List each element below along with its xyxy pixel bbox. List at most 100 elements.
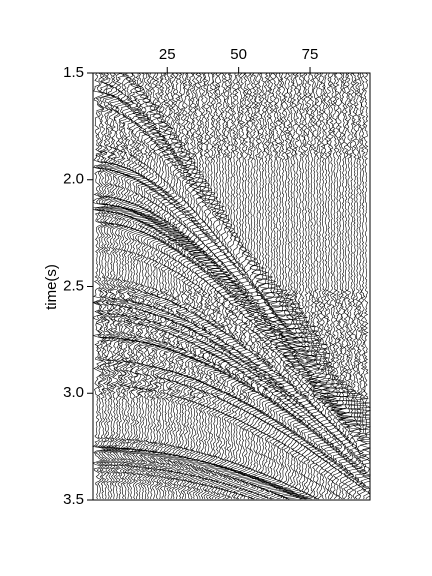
x-tick-label: 25 [159, 46, 176, 63]
wiggle-trace [173, 72, 191, 500]
wiggle-trace [211, 72, 231, 500]
wiggle-trace [356, 72, 371, 500]
wiggle-trace [98, 72, 117, 500]
wiggle-trace [326, 72, 371, 500]
wiggle-texture [92, 72, 372, 500]
wiggle-trace [313, 72, 356, 500]
wiggle-trace [113, 72, 130, 500]
wiggle-trace [139, 72, 157, 500]
wiggle-trace [144, 72, 163, 500]
wiggle-trace [353, 72, 371, 500]
wiggle-trace [322, 72, 369, 500]
y-tick-label: 1.5 [63, 64, 84, 81]
wiggle-trace [249, 72, 273, 500]
wiggle-trace [308, 72, 334, 500]
wiggle-trace [336, 72, 371, 500]
wiggle-trace [163, 72, 182, 500]
wiggle-trace [346, 72, 371, 500]
wiggle-trace [168, 72, 189, 500]
wiggle-trace [285, 72, 322, 500]
wiggle-trace [235, 72, 252, 500]
wiggle-trace [217, 72, 236, 500]
wiggle-trace [241, 72, 261, 500]
wiggle-trace [152, 72, 170, 500]
wiggle-trace [127, 72, 145, 500]
wiggle-trace [177, 72, 197, 500]
wiggle-trace [214, 72, 233, 500]
x-tick-label: 75 [302, 46, 319, 63]
wiggle-trace [269, 72, 305, 500]
wiggle-trace [147, 72, 166, 500]
wiggle-trace [189, 72, 208, 500]
wiggle-trace [274, 72, 308, 500]
wiggle-trace [174, 72, 194, 500]
wiggle-trace [331, 72, 372, 500]
wiggle-trace [285, 72, 320, 500]
wiggle-trace [133, 72, 151, 500]
wiggle-trace [247, 72, 269, 500]
wiggle-trace [289, 72, 328, 500]
wiggle-trace [125, 72, 143, 500]
wiggle-trace [141, 72, 159, 500]
y-tick-label: 3.0 [63, 384, 84, 401]
wiggle-trace [101, 72, 119, 500]
wiggle-trace [154, 72, 174, 500]
wiggle-trace [306, 72, 333, 500]
wiggle-trace [277, 72, 311, 500]
wiggle-trace [197, 72, 217, 500]
wiggle-trace [122, 72, 139, 500]
wiggle-trace [105, 72, 122, 500]
wiggle-trace [221, 72, 239, 500]
wiggle-trace [344, 72, 371, 500]
x-tick-label: 50 [230, 46, 247, 63]
wiggle-trace [206, 72, 225, 500]
wiggle-trace [135, 72, 154, 500]
wiggle-trace [312, 72, 344, 500]
y-tick-label: 2.0 [63, 171, 84, 188]
wiggle-trace [329, 72, 371, 500]
wiggle-trace [238, 72, 257, 500]
wiggle-trace [304, 72, 332, 500]
wiggle-trace [337, 72, 371, 500]
wiggle-trace [311, 72, 353, 499]
y-axis-label: time(s) [43, 264, 60, 310]
wiggle-trace [208, 72, 229, 499]
wiggle-trace [110, 72, 128, 500]
wiggle-trace [231, 72, 247, 500]
wiggle-trace [200, 72, 219, 500]
wiggle-trace [131, 72, 148, 500]
wiggle-trace [193, 72, 214, 500]
wiggle-trace [118, 72, 136, 500]
wiggle-trace [253, 72, 277, 500]
wiggle-trace [160, 72, 179, 500]
wiggle-trace [193, 72, 210, 499]
wiggle-trace [106, 72, 125, 499]
y-tick-label: 3.5 [63, 491, 84, 508]
wiggle-trace [227, 72, 244, 500]
wiggle-trace [95, 72, 113, 500]
wiggle-trace [307, 72, 339, 500]
wiggle-trace [185, 72, 206, 500]
wiggle-trace [316, 72, 362, 500]
wiggle-trace [264, 72, 299, 500]
y-tick-label: 2.5 [63, 277, 84, 294]
wiggle-trace [183, 72, 203, 500]
wiggle-trace [292, 72, 328, 500]
wiggle-trace [246, 72, 266, 500]
wiggle-trace [92, 72, 107, 500]
wiggle-trace [167, 72, 185, 500]
wiggle-trace [116, 72, 134, 500]
wiggle-trace [224, 72, 242, 500]
wiggle-trace [301, 72, 330, 500]
wiggle-trace [340, 72, 371, 500]
wiggle-trace [349, 72, 372, 500]
wiggle-trace [280, 72, 319, 500]
wiggle-trace [261, 72, 291, 500]
wiggle-trace [255, 72, 282, 500]
wiggle-trace [150, 72, 168, 500]
wiggle-trace [92, 72, 109, 500]
wiggle-trace [270, 72, 303, 500]
wiggle-trace [277, 72, 316, 500]
wiggle-trace [258, 72, 287, 500]
